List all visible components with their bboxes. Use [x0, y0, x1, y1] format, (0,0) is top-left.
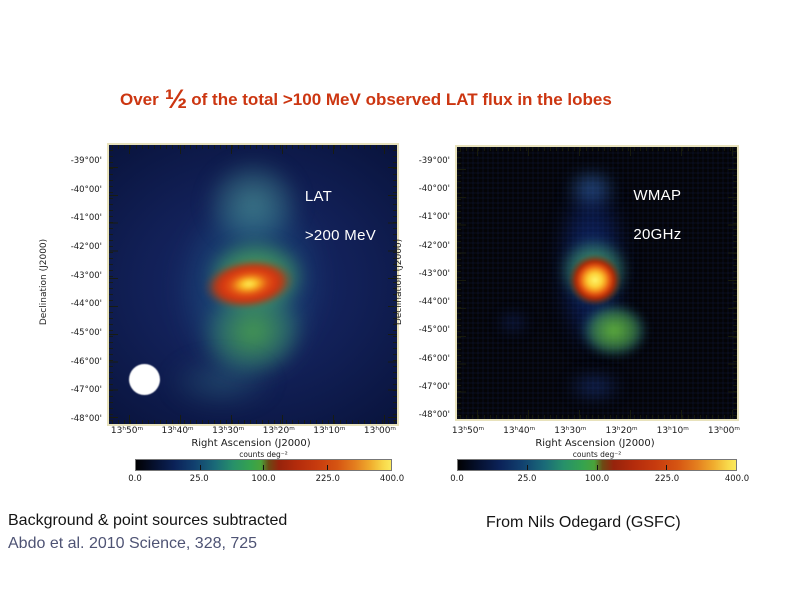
dec-tick-label: -43°00' [70, 270, 102, 281]
colorbar-tick-label: 100.0 [251, 474, 276, 484]
dec-tick-label: -39°00' [418, 156, 450, 166]
dec-tick-label: -47°00' [70, 385, 102, 396]
dec-tick-label: -45°00' [418, 325, 450, 336]
wmap-colorbar-title: counts deg⁻² [572, 450, 622, 459]
lat-label-line1: LAT [304, 187, 333, 205]
axis-ticks-left [109, 145, 118, 424]
wmap-sky-map: WMAP 20GHz [455, 145, 739, 421]
colorbar-tick-label: 25.0 [517, 474, 537, 484]
axis-ticks-bottom [109, 415, 397, 424]
ra-tick-label: 13ʰ50ᵐ [451, 426, 485, 436]
caption-citation: Abdo et al. 2010 Science, 328, 725 [8, 535, 258, 552]
caption-background-subtracted: Background & point sources subtracted [8, 512, 288, 529]
wmap-ra-axis-label: Right Ascension (J2000) [535, 438, 655, 449]
ra-tick-label: 13ʰ40ᵐ [503, 426, 536, 436]
lat-ra-axis-label: Right Ascension (J2000) [191, 438, 311, 449]
wmap-declination-axis-label: Declination (J2000) [394, 238, 404, 326]
wmap-south-blob [574, 299, 653, 362]
dec-tick-label: -48°00' [418, 409, 450, 420]
colorbar-tick-label: 0.0 [450, 474, 464, 484]
lat-colorbar-title: counts deg⁻² [239, 450, 288, 459]
lat-colorbar [135, 459, 392, 471]
slide-title-suffix: of the total >100 MeV observed LAT flux … [191, 90, 612, 109]
slide-title-prefix: Over [120, 90, 159, 109]
lat-colorbar-tick-labels: 0.0 25.0 100.0 225.0 400.0 [128, 474, 404, 486]
dec-tick-label: -42°00' [70, 241, 102, 252]
colorbar-tick-label: 225.0 [315, 474, 340, 484]
dec-tick-label: -44°00' [418, 297, 450, 308]
lat-label-line2: >200 MeV [304, 226, 377, 244]
ra-tick-label: 13ʰ00ᵐ [363, 426, 397, 436]
lat-map-overlay-label: LAT >200 MeV [305, 167, 376, 245]
dec-tick-label: -41°00' [418, 212, 450, 223]
wmap-colorbar [457, 459, 737, 471]
psf-circle [129, 364, 161, 395]
ra-tick-label: 13ʰ10ᵐ [313, 426, 346, 436]
lat-declination-axis-label: Declination (J2000) [39, 238, 49, 326]
dec-tick-label: -44°00' [70, 299, 102, 310]
slide-title: Over ½ of the total >100 MeV observed LAT … [120, 84, 612, 114]
wmap-left-speckle [490, 304, 536, 341]
colorbar-tick-label: 225.0 [654, 474, 680, 484]
dec-tick-label: -47°00' [418, 381, 450, 392]
colorbar-tick-label: 400.0 [724, 474, 750, 484]
colorbar-tick-label: 100.0 [584, 474, 610, 484]
colorbar-tick-label: 25.0 [189, 474, 209, 484]
wmap-label-line1: WMAP [633, 186, 682, 204]
dec-tick-label: -48°00' [70, 413, 102, 424]
dec-tick-label: -42°00' [418, 240, 450, 251]
dec-tick-label: -40°00' [418, 184, 450, 195]
lat-south-tail [149, 345, 294, 419]
dec-tick-label: -40°00' [70, 184, 102, 195]
wmap-ra-tick-labels: 13ʰ50ᵐ 13ʰ40ᵐ 13ʰ30ᵐ 13ʰ20ᵐ 13ʰ10ᵐ 13ʰ00… [444, 426, 748, 436]
lat-ra-tick-labels: 13ʰ50ᵐ 13ʰ40ᵐ 13ʰ30ᵐ 13ʰ20ᵐ 13ʰ10ᵐ 13ʰ00… [103, 426, 404, 436]
one-half-glyph: ½ [164, 84, 188, 114]
wmap-colorbar-tick-labels: 0.0 25.0 100.0 225.0 400.0 [450, 474, 749, 486]
dec-tick-label: -39°00' [70, 156, 102, 166]
ra-tick-label: 13ʰ10ᵐ [656, 426, 689, 436]
dec-tick-label: -43°00' [418, 268, 450, 279]
wmap-dec-tick-labels: -39°00' -40°00' -41°00' -42°00' -43°00' … [408, 156, 450, 420]
dec-tick-label: -46°00' [418, 353, 450, 364]
wmap-core [566, 251, 625, 308]
colorbar-tick-label: 0.0 [128, 474, 142, 484]
ra-tick-label: 13ʰ40ᵐ [161, 426, 194, 436]
ra-tick-label: 13ʰ20ᵐ [605, 426, 638, 436]
colorbar-tick-label: 400.0 [379, 474, 405, 484]
dec-tick-label: -41°00' [70, 213, 102, 224]
wmap-south-tail [557, 364, 631, 409]
ra-tick-label: 13ʰ00ᵐ [707, 426, 741, 436]
wmap-map-overlay-label: WMAP 20GHz [633, 166, 681, 244]
ra-tick-label: 13ʰ20ᵐ [262, 426, 295, 436]
lat-dec-tick-labels: -39°00' -40°00' -41°00' -42°00' -43°00' … [56, 156, 102, 424]
caption-credit: From Nils Odegard (GSFC) [486, 514, 681, 531]
ra-tick-label: 13ʰ50ᵐ [110, 426, 144, 436]
wmap-north-patch [557, 160, 625, 215]
wmap-label-line2: 20GHz [633, 225, 682, 243]
lat-sky-map: LAT >200 MeV [107, 143, 399, 426]
ra-tick-label: 13ʰ30ᵐ [554, 426, 587, 436]
ra-tick-label: 13ʰ30ᵐ [212, 426, 245, 436]
dec-tick-label: -45°00' [70, 327, 102, 338]
dec-tick-label: -46°00' [70, 356, 102, 367]
